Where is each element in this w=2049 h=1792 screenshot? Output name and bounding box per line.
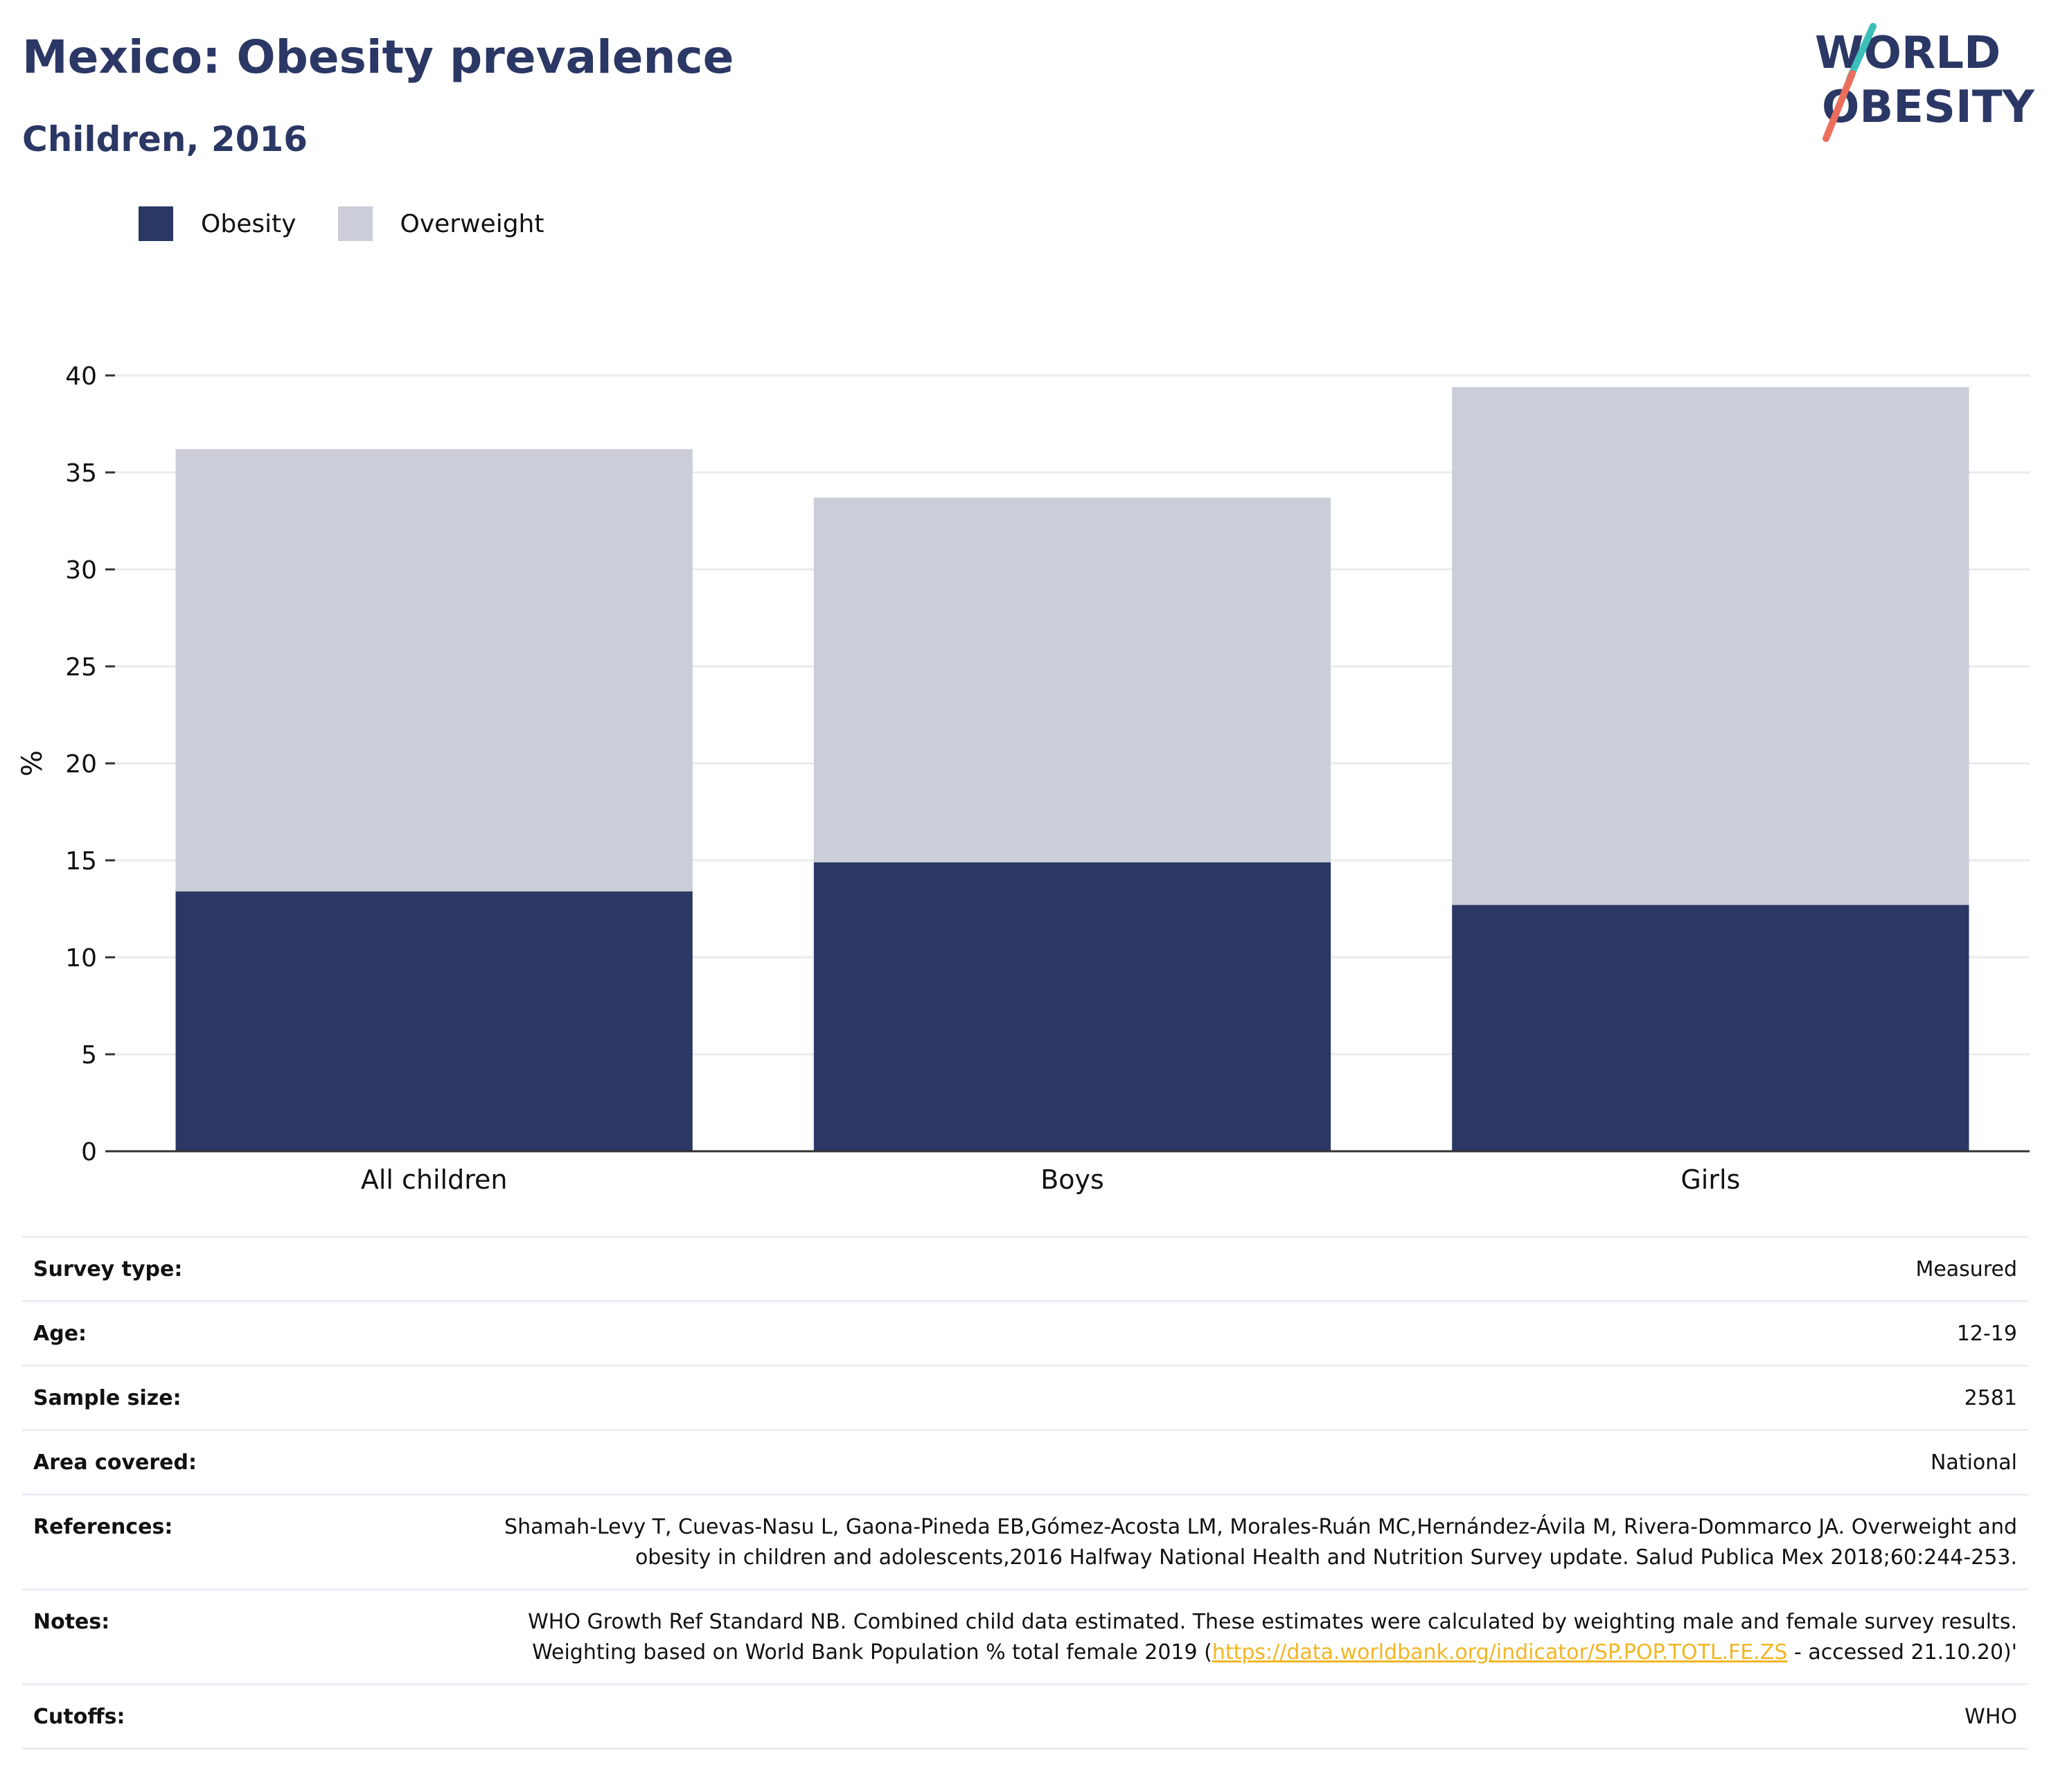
chart-legend: Obesity Overweight bbox=[139, 206, 585, 241]
y-tick-label: 20 bbox=[65, 750, 97, 779]
area-covered-value: National bbox=[1930, 1451, 2017, 1475]
y-tick-label: 15 bbox=[65, 847, 97, 876]
area-covered-label: Area covered: bbox=[33, 1451, 197, 1475]
bar-obesity-all-children bbox=[175, 891, 693, 1151]
bar-obesity-boys bbox=[813, 862, 1331, 1151]
x-tick-label: Girls bbox=[1680, 1164, 1740, 1195]
y-tick-label: 25 bbox=[65, 653, 97, 682]
cutoffs-label: Cutoffs: bbox=[33, 1705, 125, 1729]
table-row: Area covered: National bbox=[22, 1430, 2028, 1495]
legend-label-overweight: Overweight bbox=[400, 209, 544, 238]
logo-word-obesity: OBESITY bbox=[1822, 82, 2034, 133]
table-row: Cutoffs: WHO bbox=[22, 1684, 2028, 1749]
y-tick-label: 30 bbox=[65, 556, 97, 585]
table-row: Notes: WHO Growth Ref Standard NB. Combi… bbox=[22, 1589, 2028, 1685]
chart-subtitle: Children, 2016 bbox=[22, 119, 308, 159]
table-row: Age: 12-19 bbox=[22, 1301, 2028, 1366]
references-label: References: bbox=[33, 1515, 173, 1539]
y-tick-label: 35 bbox=[65, 459, 97, 488]
stacked-bar-chart: 0 5 10 15 20 25 30 35 40 All children Boys Girls% bbox=[17, 362, 2030, 1195]
legend-swatch-obesity bbox=[139, 206, 173, 241]
notes-label: Notes: bbox=[33, 1610, 110, 1634]
y-tick-label: 10 bbox=[65, 944, 97, 973]
sample-size-value: 2581 bbox=[1964, 1386, 2017, 1410]
chart-title: Mexico: Obesity prevalence bbox=[22, 30, 734, 84]
legend-item-overweight: Overweight bbox=[337, 206, 544, 241]
y-axis-label: % bbox=[17, 750, 48, 777]
world-obesity-logo: WORLD OBESITY bbox=[1815, 23, 2034, 142]
y-tick-label: 0 bbox=[81, 1138, 97, 1166]
age-label: Age: bbox=[33, 1322, 87, 1346]
bar-overweight-girls bbox=[1452, 387, 1969, 905]
table-row: Sample size: 2581 bbox=[22, 1365, 2028, 1430]
bar-overweight-all-children bbox=[175, 449, 693, 891]
cutoffs-value: WHO bbox=[1964, 1705, 2017, 1729]
y-tick-label: 5 bbox=[81, 1041, 97, 1070]
notes-text-before: WHO Growth Ref Standard NB. Combined chi… bbox=[528, 1610, 2017, 1665]
x-tick-label: Boys bbox=[1040, 1164, 1104, 1195]
sample-size-label: Sample size: bbox=[33, 1386, 181, 1410]
table-row: Survey type: Measured bbox=[22, 1236, 2028, 1302]
notes-value: WHO Growth Ref Standard NB. Combined chi… bbox=[460, 1590, 2028, 1685]
references-value: Shamah-Levy T, Cuevas-Nasu L, Gaona-Pine… bbox=[504, 1515, 2017, 1570]
x-tick-label: All children bbox=[361, 1164, 508, 1195]
bar-obesity-girls bbox=[1452, 905, 1969, 1151]
table-row: References: Shamah-Levy T, Cuevas-Nasu L… bbox=[22, 1494, 2028, 1590]
logo-word-world: WORLD bbox=[1815, 28, 2001, 79]
age-value: 12-19 bbox=[1956, 1322, 2017, 1346]
notes-text-after: - accessed 21.10.20)' bbox=[1787, 1640, 2017, 1665]
y-tick-label: 40 bbox=[65, 362, 97, 391]
legend-label-obesity: Obesity bbox=[201, 209, 296, 238]
worldbank-link[interactable]: https://data.worldbank.org/indicator/SP.… bbox=[1212, 1640, 1788, 1665]
survey-type-label: Survey type: bbox=[33, 1257, 183, 1281]
survey-info-table: Survey type: Measured Age: 12-19 Sample … bbox=[22, 1236, 2028, 1750]
survey-type-value: Measured bbox=[1915, 1257, 2017, 1281]
bar-overweight-boys bbox=[813, 497, 1331, 862]
legend-item-obesity: Obesity bbox=[139, 206, 296, 241]
legend-swatch-overweight bbox=[337, 206, 373, 241]
